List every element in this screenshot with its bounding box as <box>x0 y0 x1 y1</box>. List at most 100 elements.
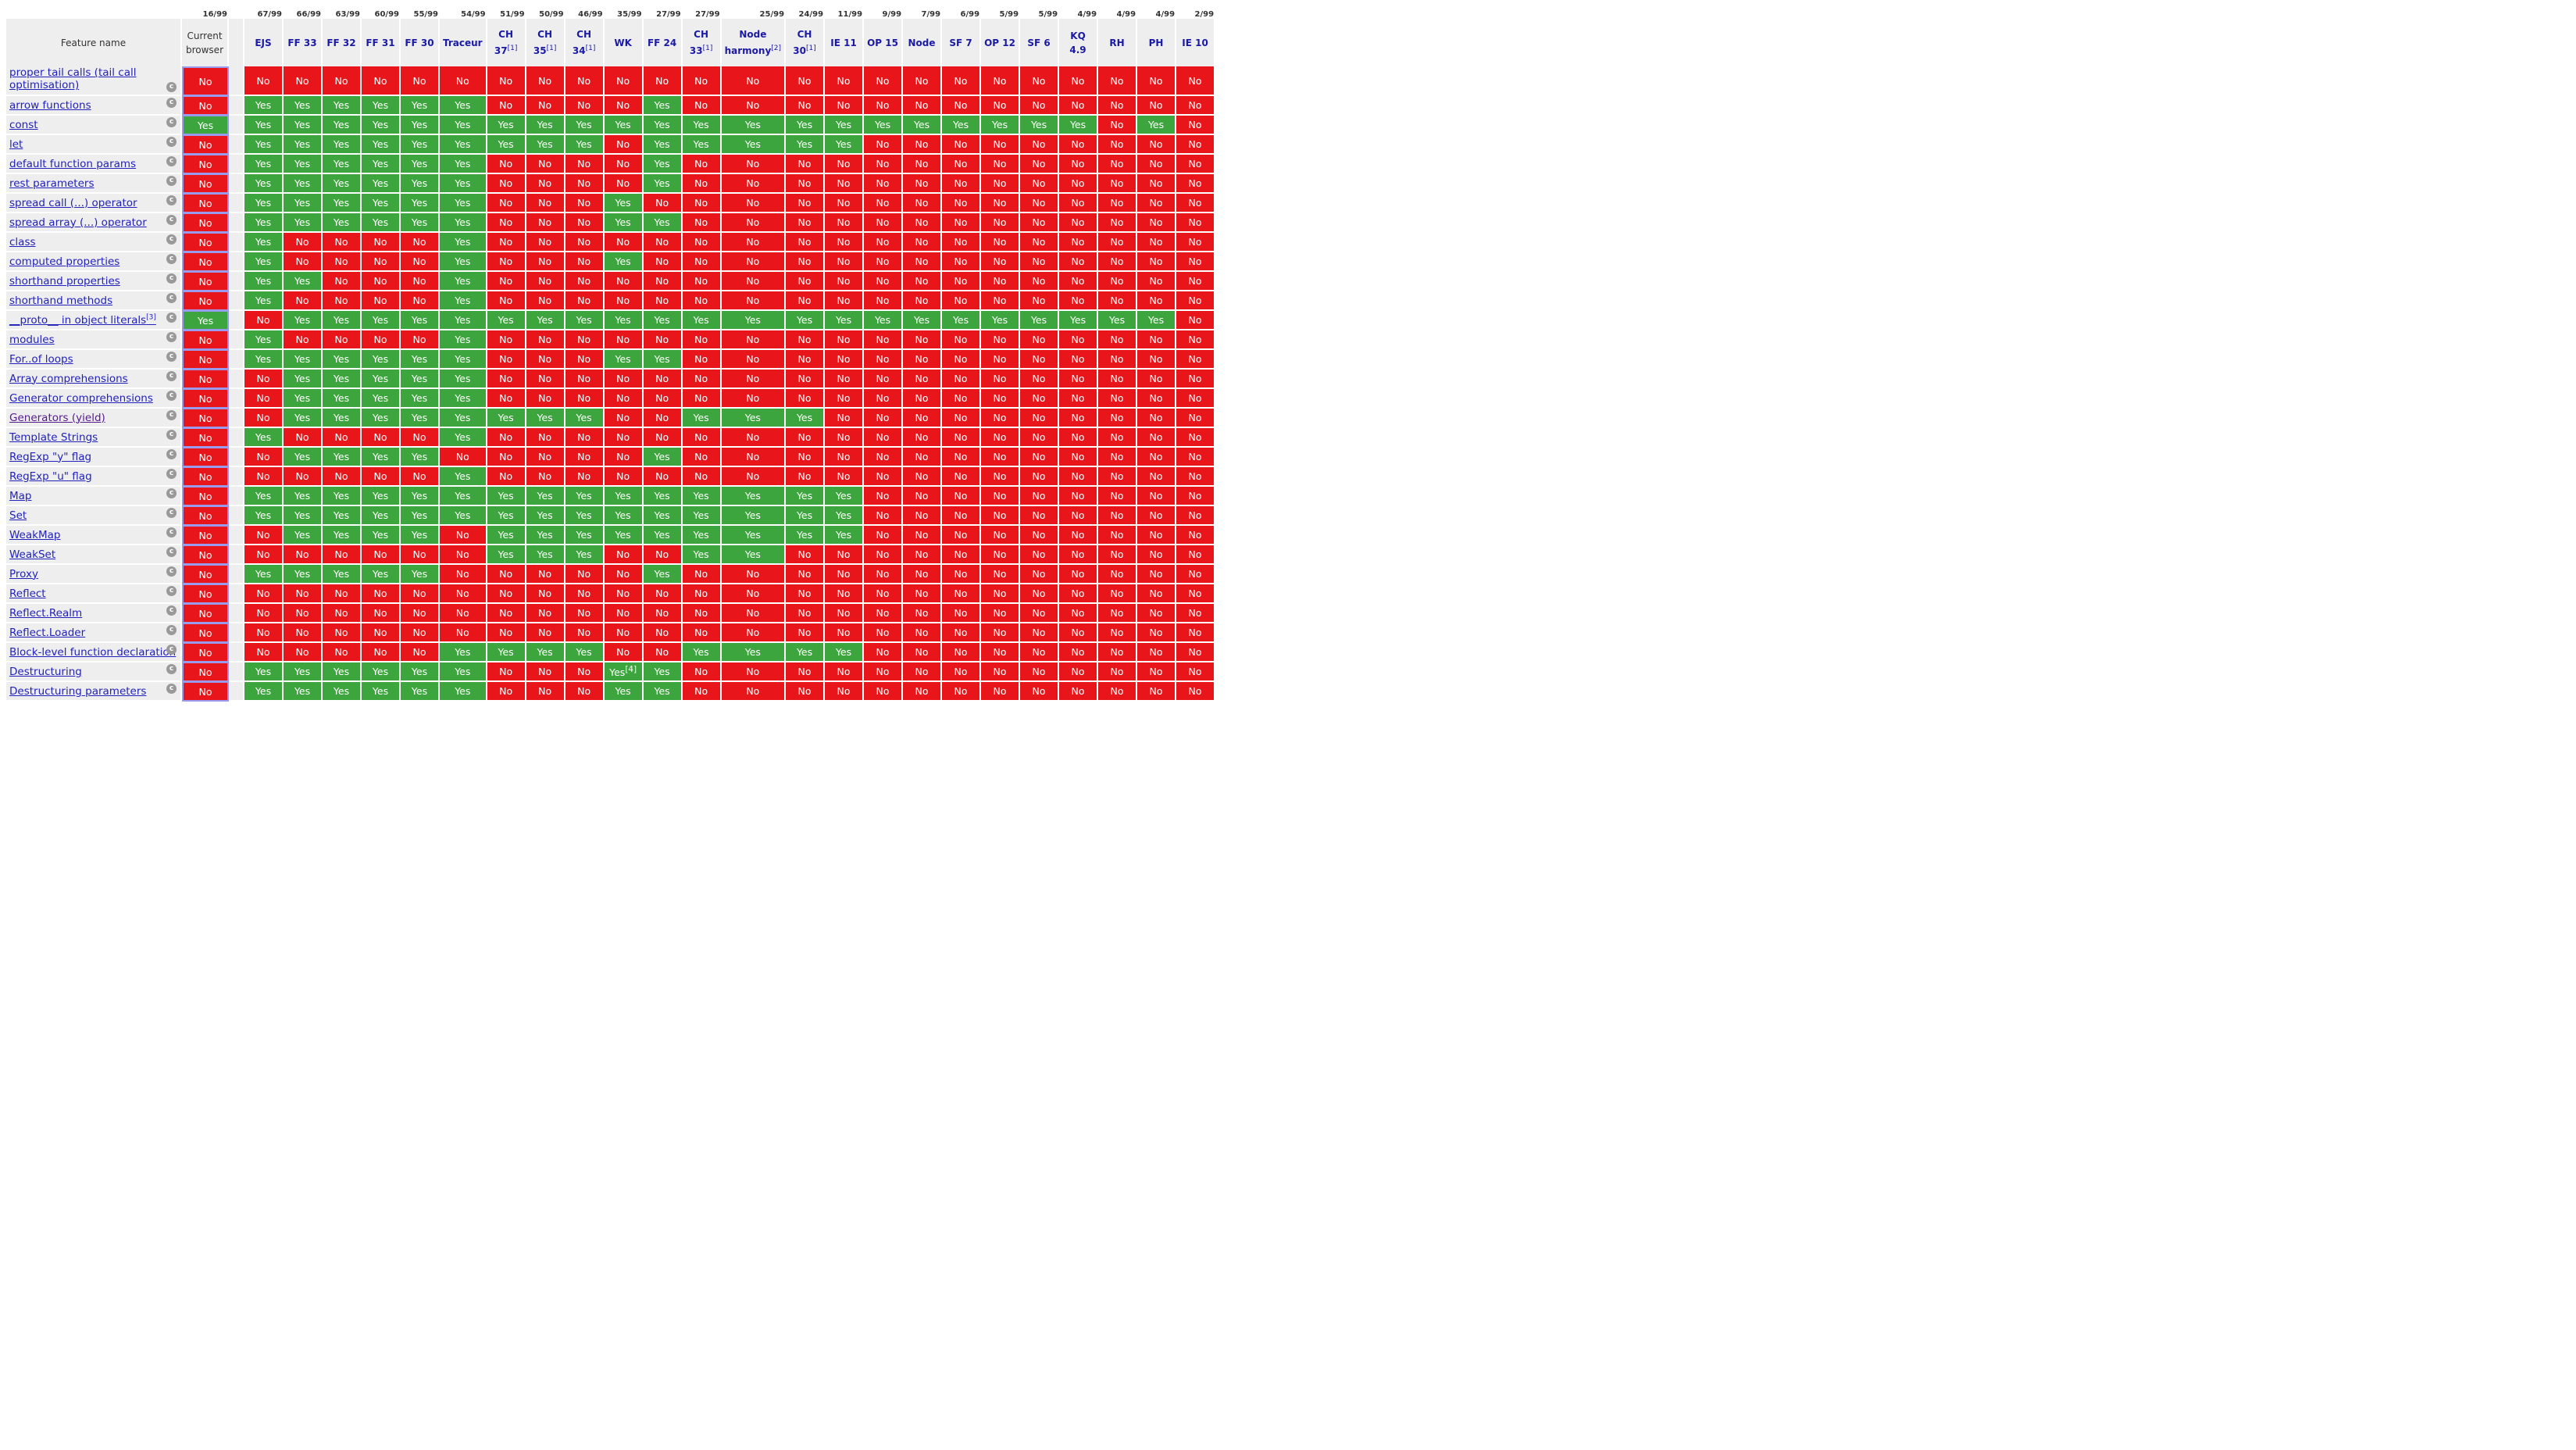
feature-link[interactable]: Destructuring parameters <box>9 685 146 698</box>
feature-link[interactable]: For..of loops <box>9 353 73 366</box>
feature-link[interactable]: shorthand properties <box>9 275 120 288</box>
browser-header-ch-34[interactable]: CH 34[1] <box>565 19 605 66</box>
c-icon[interactable]: c <box>166 488 177 498</box>
c-icon[interactable]: c <box>166 352 177 362</box>
feature-link[interactable]: RegExp "y" flag <box>9 451 91 463</box>
browser-header-ff-30[interactable]: FF 30 <box>401 19 440 66</box>
feature-footnote[interactable]: [3] <box>146 313 156 322</box>
feature-link[interactable]: shorthand methods <box>9 295 112 307</box>
c-icon[interactable]: c <box>166 371 177 381</box>
c-icon[interactable]: c <box>166 469 177 479</box>
c-icon[interactable]: c <box>166 586 177 596</box>
browser-header-kq-4-9[interactable]: KQ 4.9 <box>1059 19 1099 66</box>
c-icon[interactable]: c <box>166 156 177 166</box>
support-footnote[interactable]: [4] <box>625 664 637 674</box>
browser-header-ff-24[interactable]: FF 24 <box>643 19 683 66</box>
feature-link[interactable]: Map <box>9 490 32 502</box>
c-icon[interactable]: c <box>166 234 177 245</box>
browser-header-ff-31[interactable]: FF 31 <box>362 19 401 66</box>
support-yes: Yes <box>721 116 787 135</box>
browser-footnote[interactable]: [1] <box>702 45 713 52</box>
c-icon[interactable]: c <box>166 410 177 420</box>
c-icon[interactable]: c <box>166 645 177 655</box>
c-icon[interactable]: c <box>166 605 177 616</box>
feature-link[interactable]: Block-level function declaration <box>9 646 176 659</box>
c-icon[interactable]: c <box>166 625 177 635</box>
browser-header-op-12[interactable]: OP 12 <box>981 19 1021 66</box>
browser-header-node[interactable]: Node <box>903 19 943 66</box>
feature-link[interactable]: proper tail calls (tail call optimisatio… <box>9 66 137 91</box>
c-icon[interactable]: c <box>166 508 177 518</box>
feature-link[interactable]: modules <box>9 334 55 346</box>
c-icon[interactable]: c <box>166 176 177 186</box>
feature-link[interactable]: RegExp "u" flag <box>9 470 92 483</box>
c-icon[interactable]: c <box>166 195 177 205</box>
feature-link[interactable]: class <box>9 236 36 248</box>
c-icon[interactable]: c <box>166 254 177 264</box>
feature-link[interactable]: Generator comprehensions <box>9 392 153 405</box>
browser-header-ie-11[interactable]: IE 11 <box>825 19 865 66</box>
c-icon[interactable]: c <box>166 215 177 225</box>
c-icon[interactable]: c <box>166 566 177 577</box>
browser-footnote[interactable]: [1] <box>507 45 518 52</box>
feature-link[interactable]: Reflect <box>9 588 46 600</box>
c-icon[interactable]: c <box>166 117 177 127</box>
feature-link[interactable]: WeakMap <box>9 529 60 541</box>
c-icon[interactable]: c <box>166 82 177 92</box>
feature-link[interactable]: spread call (...) operator <box>9 197 137 209</box>
feature-link[interactable]: const <box>9 119 38 131</box>
feature-link[interactable]: Generators (yield) <box>9 412 105 424</box>
c-icon[interactable]: c <box>166 527 177 538</box>
browser-header-node-harmony[interactable]: Node harmony[2] <box>721 19 787 66</box>
browser-header-ie-10[interactable]: IE 10 <box>1176 19 1216 66</box>
feature-link[interactable]: Destructuring <box>9 666 82 678</box>
feature-link[interactable]: Set <box>9 509 27 522</box>
browser-header-op-15[interactable]: OP 15 <box>864 19 904 66</box>
c-icon[interactable]: c <box>166 293 177 303</box>
feature-link[interactable]: default function params <box>9 158 136 170</box>
feature-link[interactable]: Template Strings <box>9 431 98 444</box>
c-icon[interactable]: c <box>166 332 177 342</box>
feature-link[interactable]: let <box>9 138 23 151</box>
browser-header-ejs[interactable]: EJS <box>244 19 284 66</box>
feature-link[interactable]: spread array (...) operator <box>9 216 147 229</box>
c-icon[interactable]: c <box>166 391 177 401</box>
browser-header-ff-33[interactable]: FF 33 <box>284 19 323 66</box>
c-icon[interactable]: c <box>166 449 177 459</box>
feature-link[interactable]: computed properties <box>9 255 120 268</box>
browser-footnote[interactable]: [1] <box>806 45 816 52</box>
browser-header-wk[interactable]: WK <box>604 19 644 66</box>
browser-footnote[interactable]: [1] <box>546 45 557 52</box>
support-value: No <box>412 236 426 248</box>
c-icon[interactable]: c <box>166 684 177 694</box>
feature-link[interactable]: Proxy <box>9 568 38 580</box>
browser-header-sf-6[interactable]: SF 6 <box>1020 19 1060 66</box>
browser-header-ch-35[interactable]: CH 35[1] <box>526 19 566 66</box>
c-icon[interactable]: c <box>166 664 177 674</box>
c-icon[interactable]: c <box>166 273 177 284</box>
c-icon[interactable]: c <box>166 98 177 108</box>
browser-header-ph[interactable]: PH <box>1137 19 1177 66</box>
c-icon[interactable]: c <box>166 312 177 323</box>
browser-footnote[interactable]: [2] <box>771 45 782 52</box>
browser-header-ch-30[interactable]: CH 30[1] <box>786 19 826 66</box>
browser-header-traceur[interactable]: Traceur <box>440 19 487 66</box>
browser-header-sf-7[interactable]: SF 7 <box>942 19 982 66</box>
feature-link[interactable]: arrow functions <box>9 99 91 112</box>
support-value: Yes <box>455 353 471 365</box>
feature-link[interactable]: __proto__ in object literals[3] <box>9 313 156 327</box>
feature-link[interactable]: rest parameters <box>9 177 94 190</box>
c-icon[interactable]: c <box>166 547 177 557</box>
c-icon[interactable]: c <box>166 137 177 147</box>
browser-header-rh[interactable]: RH <box>1098 19 1138 66</box>
browser-header-ch-37[interactable]: CH 37[1] <box>487 19 526 66</box>
feature-link[interactable]: Reflect.Loader <box>9 627 85 639</box>
feature-link[interactable]: Array comprehensions <box>9 373 128 385</box>
browser-footnote[interactable]: [1] <box>585 45 596 52</box>
c-icon[interactable]: c <box>166 430 177 440</box>
feature-link[interactable]: Reflect.Realm <box>9 607 82 620</box>
feature-link[interactable]: WeakSet <box>9 548 55 561</box>
browser-header-ff-32[interactable]: FF 32 <box>323 19 362 66</box>
support-value: No <box>256 646 270 658</box>
browser-header-ch-33[interactable]: CH 33[1] <box>682 19 722 66</box>
